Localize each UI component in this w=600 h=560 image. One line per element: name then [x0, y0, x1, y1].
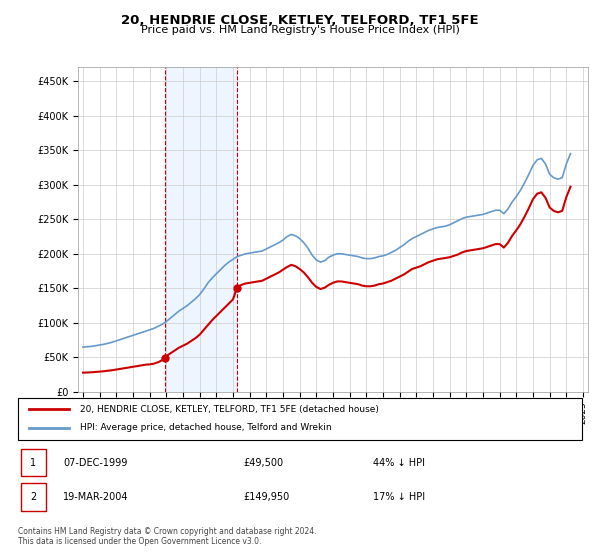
FancyBboxPatch shape [21, 449, 46, 477]
Text: Contains HM Land Registry data © Crown copyright and database right 2024.
This d: Contains HM Land Registry data © Crown c… [18, 526, 317, 546]
Text: 20, HENDRIE CLOSE, KETLEY, TELFORD, TF1 5FE: 20, HENDRIE CLOSE, KETLEY, TELFORD, TF1 … [121, 14, 479, 27]
Text: 1: 1 [162, 417, 168, 427]
Text: 19-MAR-2004: 19-MAR-2004 [63, 492, 128, 502]
Text: 2: 2 [30, 492, 37, 502]
Text: 2: 2 [233, 417, 240, 427]
Text: 07-DEC-1999: 07-DEC-1999 [63, 458, 127, 468]
Text: £49,500: £49,500 [244, 458, 284, 468]
FancyBboxPatch shape [18, 398, 582, 440]
Text: Price paid vs. HM Land Registry's House Price Index (HPI): Price paid vs. HM Land Registry's House … [140, 25, 460, 35]
Text: 17% ↓ HPI: 17% ↓ HPI [373, 492, 425, 502]
Text: 44% ↓ HPI: 44% ↓ HPI [373, 458, 425, 468]
Text: 1: 1 [30, 458, 36, 468]
Text: HPI: Average price, detached house, Telford and Wrekin: HPI: Average price, detached house, Telf… [80, 423, 332, 432]
FancyBboxPatch shape [21, 483, 46, 511]
Text: £149,950: £149,950 [244, 492, 290, 502]
Text: 20, HENDRIE CLOSE, KETLEY, TELFORD, TF1 5FE (detached house): 20, HENDRIE CLOSE, KETLEY, TELFORD, TF1 … [80, 405, 379, 414]
Bar [165, 67, 236, 392]
